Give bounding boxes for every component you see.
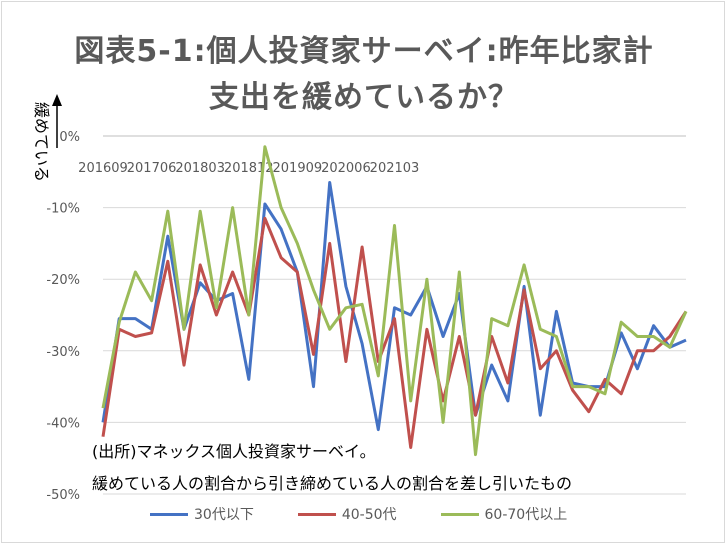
legend-label-0: 30代以下 [194, 507, 254, 523]
series-line-2 [101, 145, 688, 457]
x-tick-label: 201812 [224, 161, 274, 176]
y-axis-arrowhead [52, 94, 62, 106]
x-tick-label: 201609 [78, 161, 128, 176]
x-tick-label: 201909 [273, 161, 323, 176]
legend-item-2: 60-70代以上 [440, 504, 568, 524]
y-tick-label: -30% [46, 345, 80, 360]
chart-title-line1: 図表5-1:個人投資家サーベイ:昨年比家計 [74, 34, 654, 69]
legend-swatch-1 [297, 512, 336, 516]
source-note: (出所)マネックス個人投資家サーベイ。 [92, 442, 376, 461]
y-axis-label: 緩めている [32, 102, 51, 182]
legend-label-1: 40-50代 [341, 507, 397, 523]
legend-item-1: 40-50代 [297, 504, 397, 524]
x-tick-label: 201803 [175, 161, 225, 176]
y-tick-label: -10% [46, 202, 80, 217]
legend-item-0: 30代以下 [150, 504, 254, 524]
x-tick-label: 202006 [321, 161, 371, 176]
legend-swatch-2 [440, 512, 479, 516]
legend-swatch-0 [150, 512, 188, 516]
method-note: 緩めている人の割合から引き締めている人の割合を差し引いたもの [92, 474, 573, 493]
y-tick-label: -40% [46, 416, 80, 431]
x-tick-label: 202103 [370, 161, 420, 176]
y-tick-label: 0% [59, 130, 80, 145]
series-line-1 [101, 216, 688, 449]
legend-label-2: 60-70代以上 [484, 507, 568, 523]
x-tick-label: 201706 [127, 161, 177, 176]
chart-title-line2: 支出を緩めているか？ [209, 80, 519, 115]
y-tick-label: -20% [46, 273, 80, 288]
legend: 30代以下 40-50代 60-70代以上 [150, 504, 567, 524]
y-tick-label: -50% [46, 488, 80, 503]
